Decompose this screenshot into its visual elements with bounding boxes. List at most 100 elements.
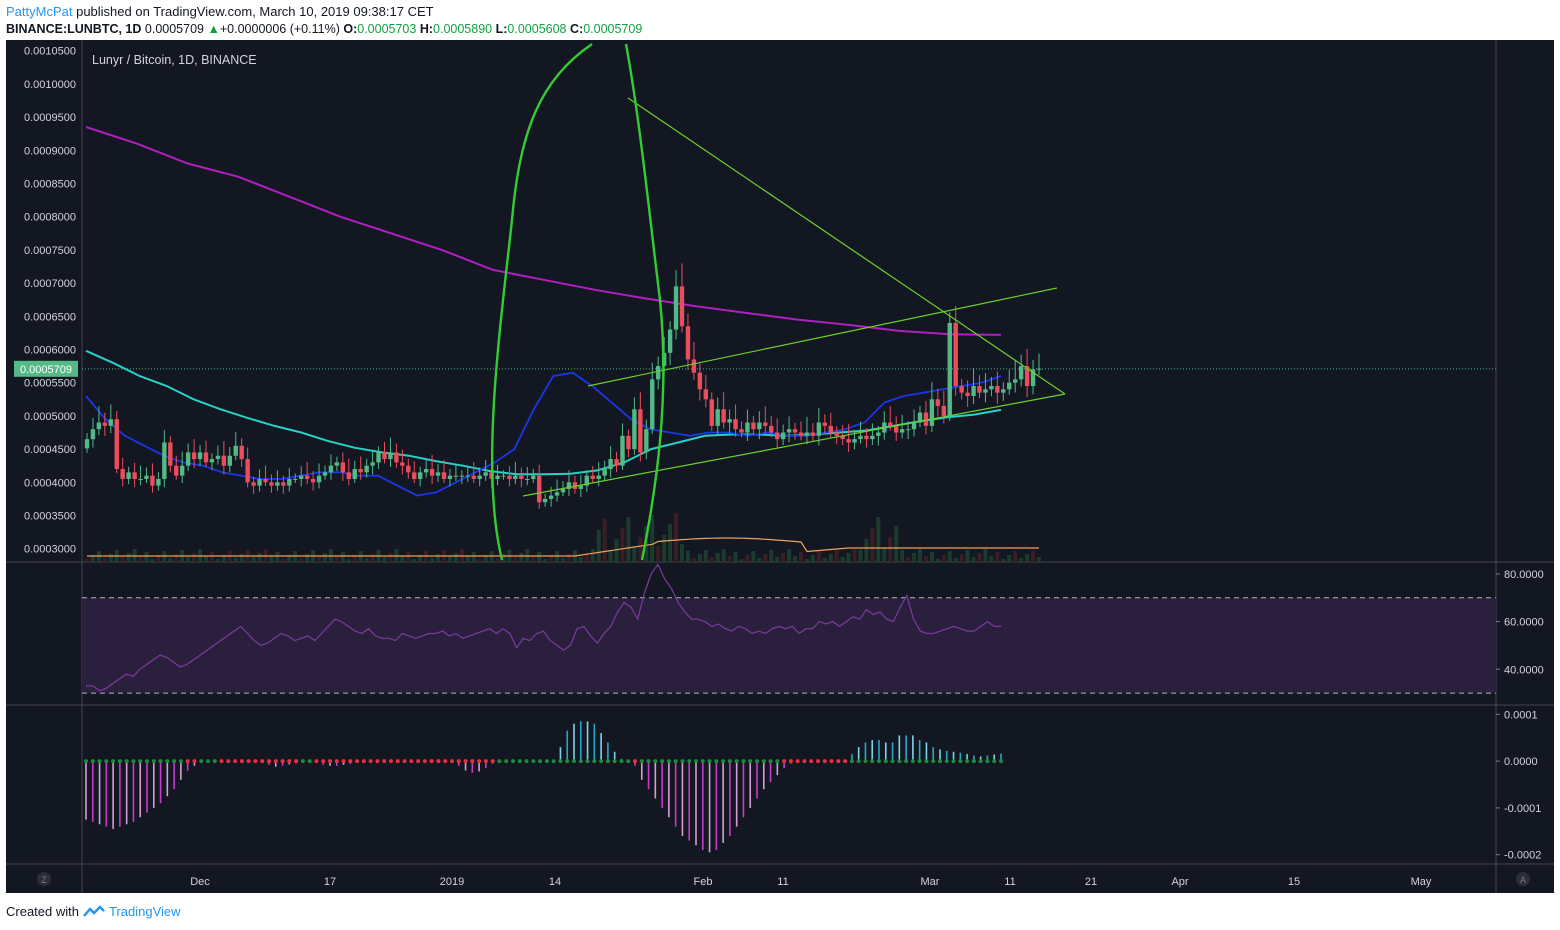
volume-bar [858, 550, 863, 562]
volume-bar [739, 559, 744, 562]
candle-body [257, 478, 262, 486]
zero-dot [585, 759, 590, 764]
volume-bar [680, 544, 684, 562]
candle-body [138, 478, 143, 480]
volume-bar [656, 546, 661, 562]
candle-body [721, 409, 726, 423]
auto-scale-button[interactable] [1516, 872, 1530, 886]
y-tick-label: 0.0006000 [24, 344, 76, 356]
zero-dot [260, 759, 265, 764]
volume-bar [144, 552, 149, 562]
zero-dot [958, 759, 963, 764]
y-tick-label: 0.0010500 [24, 46, 76, 58]
volume-bar [584, 553, 589, 562]
volume-bar [126, 553, 131, 562]
volume-bar [804, 559, 809, 562]
tradingview-brand[interactable]: TradingView [108, 904, 181, 919]
zero-dot [883, 759, 888, 764]
zero-dot [246, 759, 251, 764]
zero-dot [877, 759, 881, 764]
y-tick-label: 0.0004000 [24, 477, 76, 489]
zero-dot [816, 759, 820, 764]
zero-dot [497, 759, 502, 764]
zero-dot [355, 759, 360, 764]
volume-bar [340, 552, 345, 562]
candle-body [251, 482, 256, 486]
volume-bar [501, 554, 506, 562]
candle-body [418, 472, 423, 479]
volume-bar [364, 558, 369, 562]
volume-bar [543, 559, 548, 562]
zero-dot [755, 759, 759, 764]
y-tick-label: 0.0008000 [24, 212, 76, 224]
candle-body [299, 475, 304, 479]
close-label: C: [570, 22, 584, 36]
candle-body [382, 452, 387, 460]
candle-body [798, 432, 804, 436]
candle-body [108, 419, 113, 426]
zero-dot [782, 759, 787, 764]
zero-dot [605, 759, 610, 764]
volume-bar [233, 558, 238, 562]
candle-body [513, 475, 518, 479]
candle-body [281, 482, 286, 486]
x-tick-label: May [1411, 876, 1432, 888]
candle-body [733, 419, 738, 430]
volume-bar [912, 553, 917, 562]
candle-body [626, 435, 631, 450]
volume-bar [483, 555, 488, 562]
zero-dot [836, 759, 841, 764]
candle-body [632, 409, 637, 450]
candle-body [1018, 366, 1024, 380]
zero-dot [992, 759, 997, 764]
volume-bar [1019, 558, 1024, 562]
volume-bar [638, 537, 643, 562]
candle-body [400, 462, 405, 466]
candle-body [941, 405, 946, 416]
candle-body [120, 469, 125, 479]
low-value: 0.0005608 [507, 22, 567, 36]
zero-dot [809, 759, 814, 764]
volume-bar [876, 517, 881, 562]
candle-body [304, 475, 310, 479]
volume-bar [602, 519, 607, 562]
zero-dot [565, 759, 570, 764]
zoom-z-button[interactable] [37, 872, 51, 886]
volume-bar [299, 558, 304, 562]
volume-bar [691, 558, 696, 562]
zero-dot [687, 759, 692, 764]
zero-dot [239, 759, 244, 764]
volume-bar [251, 557, 256, 562]
y-tick-label: 0.0009500 [24, 112, 76, 124]
zero-dot [219, 759, 224, 764]
volume-bar [668, 524, 673, 562]
volume-bar [334, 556, 339, 562]
candle-body [578, 485, 584, 489]
candle-body [703, 389, 708, 400]
candle-body [1007, 382, 1012, 390]
volume-bar [626, 517, 631, 562]
zero-dot [538, 759, 543, 764]
candle-body [620, 435, 625, 466]
zero-dot [544, 759, 549, 764]
volume-bar [989, 556, 994, 562]
candle-body [1001, 389, 1006, 393]
y-tick-label: 0.0007000 [24, 278, 76, 290]
candle-body [757, 422, 762, 430]
volume-bar [269, 556, 274, 562]
x-tick-label: 14 [549, 876, 561, 888]
volume-bar [477, 559, 482, 562]
y-tick-label: 0.0009000 [24, 145, 76, 157]
zero-dot [145, 759, 149, 764]
zero-dot [206, 759, 210, 764]
y-tick-label: 0.0005500 [24, 378, 76, 390]
candle-body [929, 399, 935, 426]
candle-body [150, 475, 155, 486]
volume-bar [85, 559, 89, 562]
candle-body [507, 475, 512, 479]
author-link[interactable]: PattyMcPat [6, 4, 73, 19]
volume-bar [918, 549, 922, 562]
candle-body [144, 475, 149, 479]
descending-trendline [627, 97, 1066, 395]
